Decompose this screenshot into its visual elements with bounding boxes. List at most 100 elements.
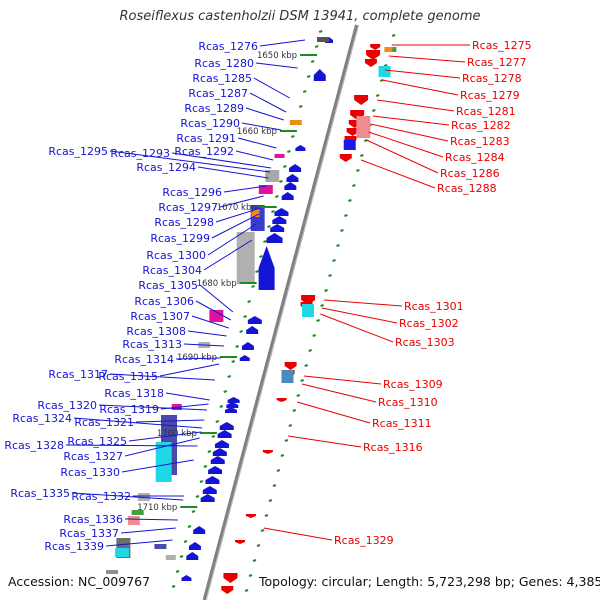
tick-right (276, 469, 281, 472)
genome-info-text: Topology: circular; Length: 5,723,298 bp… (259, 574, 600, 589)
leader-line-left (135, 419, 205, 423)
tick-left (223, 390, 228, 393)
gene-label-left: Rcas_1314 (114, 353, 174, 366)
gene-arrow-left (217, 430, 232, 438)
gene-arrow-right (346, 128, 359, 136)
tick-left (239, 330, 243, 333)
tick-left (302, 90, 307, 93)
gene-arrow-right (221, 586, 234, 594)
gray-block (317, 37, 330, 42)
gene-label-right: Rcas_1284 (445, 151, 505, 164)
gene-label-right: Rcas_1283 (450, 135, 510, 148)
gene-label-right: Rcas_1309 (383, 378, 443, 391)
leader-line-left (71, 492, 184, 501)
tick-right (336, 244, 340, 247)
tick-right (356, 169, 360, 172)
magenta-block (274, 154, 285, 158)
ruler-label: 1670 kbp (217, 203, 257, 213)
tick-right (352, 184, 356, 187)
tick-right (304, 364, 309, 367)
purple-block (154, 544, 167, 549)
leader-line-left (171, 152, 272, 169)
gene-arrow-left (219, 422, 234, 430)
gene-label-left: Rcas_1321 (74, 416, 134, 429)
gene-label-left: Rcas_1339 (44, 540, 104, 553)
gene-label-right: Rcas_1311 (372, 417, 432, 430)
leader-line-right (382, 79, 459, 96)
ruler-label: 1700 kbp (157, 429, 197, 439)
gray-block (106, 570, 119, 575)
tick-left (283, 165, 287, 168)
tick-left (291, 135, 295, 138)
gene-label-left: Rcas_1287 (188, 87, 248, 100)
leader-line-left (219, 195, 264, 208)
leader-line-left (124, 437, 200, 457)
tick-left (215, 420, 220, 423)
leader-line-left (249, 92, 287, 113)
cyan-block (302, 304, 315, 317)
gene-label-left: Rcas_1293 (110, 147, 170, 160)
gene-label-right: Rcas_1303 (395, 336, 455, 349)
gene-label-right: Rcas_1282 (451, 119, 511, 132)
tick-left (259, 255, 263, 258)
leader-line-left (105, 539, 173, 547)
tick-left (211, 435, 216, 438)
pink-block (356, 116, 371, 138)
leader-line-right (301, 383, 377, 403)
leader-line-left (124, 518, 178, 521)
leader-line-left (199, 284, 234, 313)
gene-label-left: Rcas_1335 (10, 487, 70, 500)
tick-left (235, 345, 239, 348)
tick-left (287, 150, 291, 153)
gene-arrow-left (274, 208, 289, 216)
tick-right (248, 574, 253, 577)
gene-label-right: Rcas_1316 (363, 441, 423, 454)
gene-arrow-left (226, 402, 239, 408)
blue-block (281, 370, 294, 383)
tick-right (312, 334, 316, 337)
leader-line-right (385, 69, 461, 79)
leader-line-left (73, 417, 203, 429)
gene-arrow-right (354, 95, 369, 105)
leader-line-left (165, 392, 210, 401)
gene-label-left: Rcas_1308 (126, 325, 186, 338)
gene-labels: Rcas_1276 Rcas_1280 Rcas_1285 Rcas_1287 Rcas… (4, 39, 531, 553)
gene-arrow-right (276, 398, 287, 402)
gene-label-left: Rcas_1290 (180, 117, 240, 130)
leader-line-right (368, 131, 444, 158)
gene-label-right: Rcas_1288 (437, 182, 497, 195)
gene-features (106, 37, 397, 594)
tick-left (263, 240, 267, 243)
gray-block (137, 493, 150, 501)
gray-block (165, 555, 176, 560)
leader-line-right (320, 313, 394, 343)
tick-right (308, 349, 312, 352)
gene-label-right: Rcas_1301 (404, 300, 464, 313)
gene-arrow-left (186, 552, 199, 560)
gene-arrow-right (366, 50, 381, 60)
tick-left (306, 75, 311, 78)
gene-label-left: Rcas_1307 (130, 310, 190, 323)
gene-arrow-right (339, 154, 352, 162)
gene-label-right: Rcas_1286 (440, 167, 500, 180)
gene-label-left: Rcas_1298 (154, 216, 214, 229)
tick-right (324, 289, 328, 292)
tick-left (175, 570, 180, 573)
gene-label-left: Rcas_1280 (194, 57, 254, 70)
gene-label-left: Rcas_1317 (48, 368, 108, 381)
gene-arrow-left (214, 440, 229, 448)
gene-label-left: Rcas_1320 (37, 399, 97, 412)
leader-line-left (207, 223, 257, 256)
tick-right (340, 229, 344, 232)
gene-label-left: Rcas_1299 (150, 232, 210, 245)
leader-line-left (109, 150, 271, 173)
leader-line-right (321, 307, 398, 324)
gene-arrow-left (258, 246, 275, 290)
tick-left (310, 60, 315, 63)
leader-line-right (303, 375, 382, 385)
gene-arrow-left (272, 216, 287, 224)
leader-lines (65, 39, 470, 547)
tick-left (279, 180, 283, 183)
gene-arrow-left (289, 164, 302, 172)
magenta-block (258, 185, 273, 194)
